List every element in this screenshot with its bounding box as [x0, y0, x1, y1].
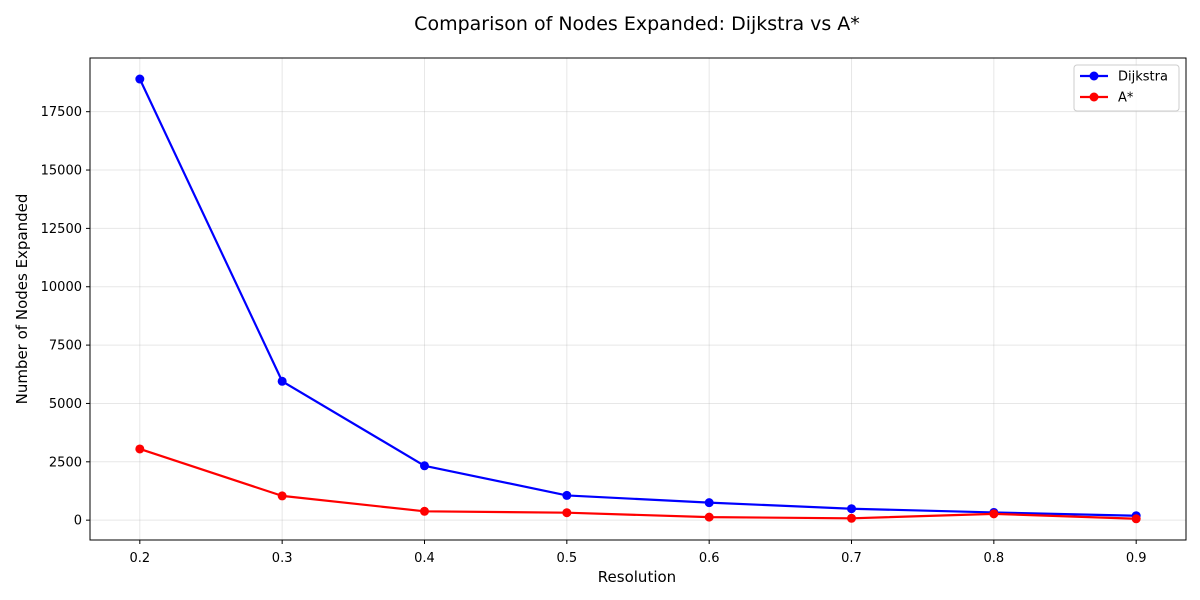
x-tick-label: 0.4	[414, 551, 435, 566]
legend-label: A*	[1118, 91, 1134, 106]
x-tick-label: 0.9	[1126, 551, 1147, 566]
x-tick-label: 0.2	[129, 551, 150, 566]
data-point-a	[277, 491, 287, 501]
data-point-a	[419, 506, 429, 516]
data-point-dijkstra	[419, 461, 429, 471]
y-tick-label: 12500	[41, 222, 82, 237]
y-tick-label: 2500	[49, 455, 82, 470]
data-point-a	[989, 509, 999, 519]
data-point-dijkstra	[847, 504, 857, 514]
y-tick-label: 17500	[41, 105, 82, 120]
series-lines	[135, 74, 1141, 524]
series-line-a	[139, 447, 1137, 520]
x-axis-label: Resolution	[598, 568, 676, 586]
y-tick-label: 0	[74, 514, 82, 529]
data-point-a	[847, 513, 857, 523]
chart-title: Comparison of Nodes Expanded: Dijkstra v…	[414, 13, 860, 35]
data-point-a	[704, 512, 714, 522]
x-tick-label: 0.3	[272, 551, 293, 566]
legend: Dijkstra A*	[1073, 64, 1180, 112]
grid	[90, 58, 1186, 540]
legend-marker	[1089, 92, 1099, 102]
data-point-a	[135, 444, 145, 454]
plot-frame	[89, 57, 1187, 541]
x-tick-label: 0.5	[556, 551, 577, 566]
y-tick-label: 15000	[41, 164, 82, 179]
y-tick-label: 7500	[49, 339, 82, 354]
y-tick-label: 10000	[41, 280, 82, 295]
data-point-dijkstra	[135, 74, 145, 84]
data-point-a	[562, 508, 572, 518]
data-point-dijkstra	[704, 498, 714, 508]
x-tick-label: 0.6	[699, 551, 720, 566]
data-point-dijkstra	[562, 490, 572, 500]
legend-label: Dijkstra	[1118, 70, 1168, 85]
series-line-dijkstra	[138, 78, 1137, 517]
x-tick-label: 0.8	[984, 551, 1005, 566]
axis-ticks: 0.2 0.3 0.4 0.5 0.6 0.7 0.8 0.9 0 2500 5000 7500 100…	[41, 105, 1147, 566]
data-point-a	[1131, 514, 1141, 524]
data-point-dijkstra	[277, 376, 287, 386]
y-axis-label: Number of Nodes Expanded	[13, 194, 31, 405]
x-tick-label: 0.7	[841, 551, 862, 566]
legend-marker	[1089, 71, 1099, 81]
y-tick-label: 5000	[49, 397, 82, 412]
